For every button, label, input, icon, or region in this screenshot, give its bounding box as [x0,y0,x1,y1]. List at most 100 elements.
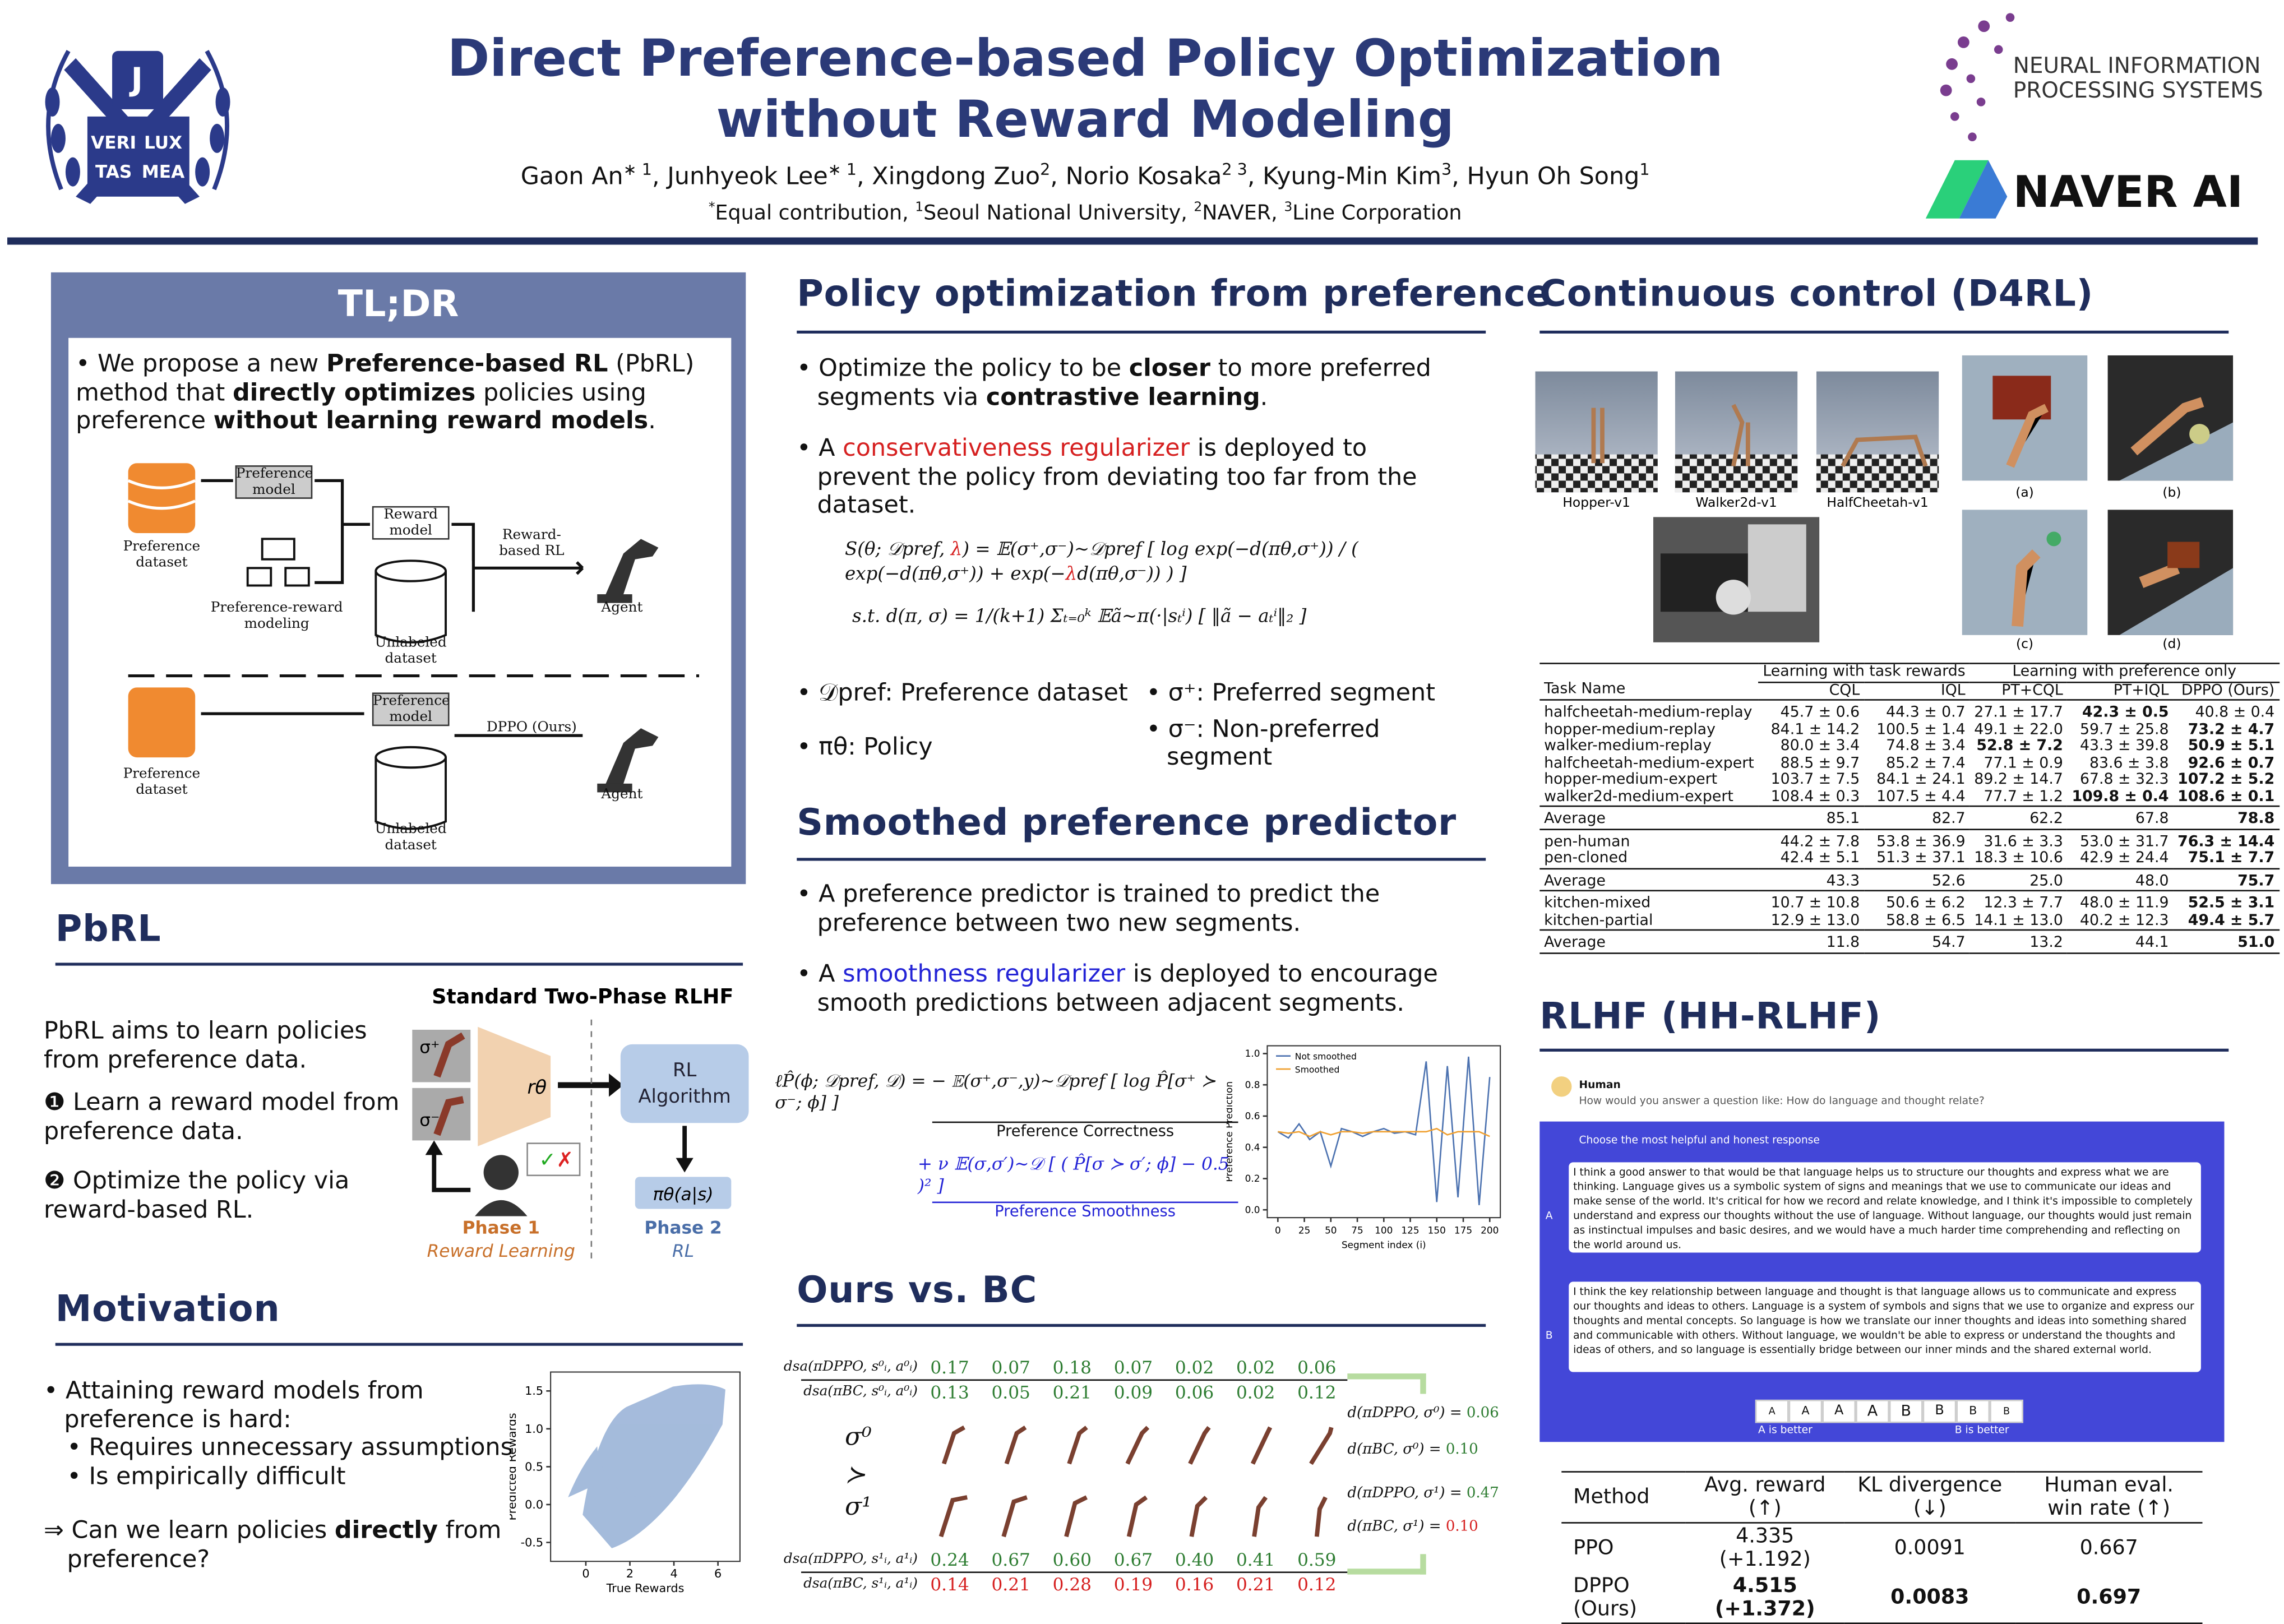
author: , Kyung-Min Kim [1247,162,1442,191]
affiliation: Seoul National University, [923,202,1194,225]
cell: 45.7 ± 0.6 [1780,703,1860,721]
label: Agent [601,786,643,803]
section-title: Policy optimization from preference [797,272,1551,315]
rating-button[interactable]: B [1990,1399,2023,1423]
text: policies using preference [76,378,646,434]
text: Reward Learning [427,1241,575,1261]
value-label: 0.12 [1297,1382,1337,1403]
shape [2130,397,2204,456]
cell: 85.1 [1826,809,1860,827]
author-mark: 2 [1040,160,1051,179]
x-tick-label: 4 [670,1567,677,1580]
summary-label: d(πBC, σ¹) = [1347,1519,1446,1535]
rl-label: RL [673,1059,696,1081]
shape [1675,371,1798,493]
text: (b) [2162,484,2181,500]
shape [1716,580,1751,615]
value-label: 0.24 [930,1549,969,1570]
text: HalfCheetah-v1 [1827,494,1928,510]
cell: 43.3 [1826,872,1860,890]
text: We propose a new [98,349,326,377]
limb [1067,1426,1088,1465]
cell: 10.7 ± 10.8 [1770,894,1860,912]
x-tick-label: 25 [1298,1225,1310,1236]
shape [676,1158,693,1173]
shape: Preference model [236,466,312,498]
naver-logo: NAVER AI [1925,160,2243,219]
cell: 109.8 ± 0.4 [2072,787,2169,805]
shape [246,567,272,587]
column-header: IQL [1940,681,1966,698]
cell: 107.5 ± 4.4 [1876,787,1966,805]
shape: ⇒ Can we learn policies directly from pr… [43,1516,502,1572]
rating-button[interactable]: B [1889,1399,1923,1423]
bracket [1347,1373,1426,1394]
shape: Preference dataset [123,539,201,571]
text: Learn a reward model from preference dat… [43,1088,400,1144]
shape: Agent [601,600,642,616]
rating-button[interactable]: A [1755,1399,1789,1423]
shape: Preference model [373,693,449,725]
cell: 89.2 ± 14.7 [1974,770,2063,788]
x-tick-label: 125 [1401,1225,1419,1236]
rating-button[interactable]: A [1788,1399,1823,1423]
trajectory [1125,1426,1150,1537]
affiliation: Equal contribution, [715,202,916,225]
shape [374,746,447,769]
shape [210,123,225,153]
rule [801,1571,1348,1574]
shape [635,1177,732,1209]
cell: 52.8 ± 7.2 [1976,737,2063,755]
label: Preference-reward modeling [210,600,343,632]
shape [597,594,632,603]
rating-button[interactable]: A [1856,1399,1889,1423]
header-row: Task Name CQL IQL PT+CQL PT+IQL DPPO (Ours) [1539,681,2279,700]
text: Can we learn policies [71,1516,335,1544]
text: conservativeness regularizer [843,434,1190,462]
section-title: Motivation [55,1287,280,1330]
text: TAS [95,162,132,182]
shape [235,465,313,499]
scatter-plot: 0 2 4 6 -0.5 0.0 0.5 1.0 1.5 True Rewards Predicte… [510,1371,741,1595]
shape: • Attaining reward models from preferenc… [43,1376,424,1433]
limb [1314,1496,1328,1537]
row-label: dsa(πDPPO, s¹ᵢ, a¹ᵢ) [783,1551,918,1567]
cell: 75.7 [2237,872,2275,890]
text: rθ [528,1076,547,1098]
shape: Unlabeled dataset [375,821,447,853]
neurips-logo: NEURAL INFORMATION PROCESSING SYSTEMS [1940,13,2263,142]
y-tick-label: 0.6 [1245,1111,1260,1122]
text: . [1260,382,1268,410]
y-tick-label: 0.5 [525,1460,543,1473]
shape [112,50,163,109]
column-header: Method [1573,1486,1650,1509]
section-rule [797,330,1486,334]
text: directly [334,1516,438,1544]
shape [1535,454,1658,493]
cell: 0.667 [2079,1537,2138,1560]
tldr-text: • We propose a new Preference-based RL (… [76,349,695,434]
text: πθ(a|s) [653,1185,714,1205]
text: from preference? [67,1516,502,1572]
limb [1252,1496,1268,1537]
cell: 59.7 ± 25.8 [2079,720,2169,738]
value-label: 0.06 [1297,1357,1337,1378]
shape [600,1410,688,1497]
text: contrastive learning [986,382,1260,410]
equation-label: Preference Correctness [932,1121,1238,1140]
rating-button[interactable]: B [1956,1399,1990,1423]
shape: J [129,61,143,98]
shape [1816,454,1939,493]
cell: 0.697 [2077,1586,2142,1610]
rating-button[interactable]: A [1822,1399,1856,1423]
cell: 108.4 ± 0.3 [1770,787,1860,805]
text: Human [1579,1077,1621,1091]
cell: 52.5 ± 3.1 [2188,894,2275,912]
label: Preference dataset [123,539,201,571]
label: Unlabeled dataset [374,635,447,667]
cell: 50.6 ± 6.2 [1886,894,1966,912]
value-label: 0.16 [1175,1574,1214,1595]
cell: walker-medium-replay [1544,737,1712,755]
cell: 4.515 (+1.372) [1714,1574,1815,1621]
rating-button[interactable]: B [1922,1399,1957,1423]
